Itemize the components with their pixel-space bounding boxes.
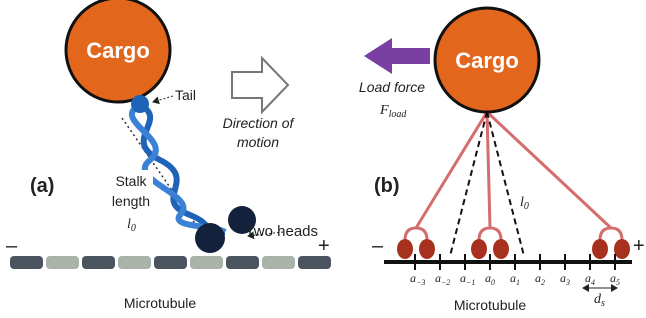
site-index: 0 xyxy=(491,278,495,287)
site-label: a−1 xyxy=(460,271,475,287)
site-label: a0 xyxy=(485,271,495,287)
motor-stalk xyxy=(479,112,501,240)
minus-end: – xyxy=(372,235,384,257)
motor-head xyxy=(195,223,225,253)
site-label: a3 xyxy=(560,271,570,287)
length-symbol: l0 xyxy=(520,195,529,212)
motor-head xyxy=(471,239,487,259)
motor-head xyxy=(419,239,435,259)
site-index: 1 xyxy=(516,278,520,287)
spacing-symbol: ds xyxy=(594,292,605,309)
tubulin xyxy=(82,256,115,269)
site-label: a2 xyxy=(535,271,545,287)
load-force-label: Load force xyxy=(359,79,425,95)
site-index: −3 xyxy=(416,278,425,287)
microtubule-segments xyxy=(10,256,331,269)
site-index: 5 xyxy=(616,278,620,287)
minus-end: – xyxy=(6,235,18,257)
tail-label: Tail xyxy=(175,87,196,103)
tubulin xyxy=(190,256,223,269)
direction-arrow xyxy=(232,58,288,112)
load-arrow xyxy=(364,38,430,74)
microtubule-label: Microtubule xyxy=(454,297,527,313)
direction-label: motion xyxy=(237,134,279,150)
force-symbol: Fload xyxy=(379,103,407,120)
site-label: a−2 xyxy=(435,271,450,287)
tubulin xyxy=(262,256,295,269)
tail-pointer xyxy=(153,96,173,102)
motors xyxy=(397,112,630,259)
site-index: 3 xyxy=(565,278,570,287)
heads-label: Two heads xyxy=(245,223,318,240)
dashed-tether xyxy=(487,112,524,256)
stalk-label: length xyxy=(112,193,150,209)
site-index: 2 xyxy=(541,278,545,287)
panel-label: (a) xyxy=(30,175,54,197)
site-index: −1 xyxy=(466,278,475,287)
plus-end: + xyxy=(318,235,330,257)
motor-head xyxy=(493,239,509,259)
sites: a−3 a−2 a−1 a0 a1 a2 a3 a4 a5 xyxy=(410,254,620,287)
motor-stalk xyxy=(487,112,622,240)
cargo-label: Cargo xyxy=(86,38,150,63)
tubulin xyxy=(226,256,259,269)
panel-label: (b) xyxy=(374,175,400,197)
motor-stalk xyxy=(405,112,487,240)
tubulin xyxy=(298,256,331,269)
tubulin xyxy=(118,256,151,269)
tubulin xyxy=(46,256,79,269)
tubulin xyxy=(10,256,43,269)
panel-a: Cargo Tail Two heads Direction of motion… xyxy=(6,0,331,311)
site-label: a1 xyxy=(510,271,520,287)
tubulin xyxy=(154,256,187,269)
site-label: a−3 xyxy=(410,271,425,287)
plus-end: + xyxy=(633,235,645,257)
cargo-label: Cargo xyxy=(455,48,519,73)
motor-head xyxy=(397,239,413,259)
figure: Cargo Tail Two heads Direction of motion… xyxy=(0,0,646,318)
stalk-label: Stalk xyxy=(115,173,147,189)
microtubule-label: Microtubule xyxy=(124,295,197,311)
direction-label: Direction of xyxy=(223,115,296,131)
site-index: −2 xyxy=(441,278,450,287)
motor-head xyxy=(614,239,630,259)
site-label: a4 xyxy=(585,271,595,287)
site-label: a5 xyxy=(610,271,620,287)
site-index: 4 xyxy=(591,278,595,287)
motor-head xyxy=(592,239,608,259)
tail xyxy=(131,95,149,113)
